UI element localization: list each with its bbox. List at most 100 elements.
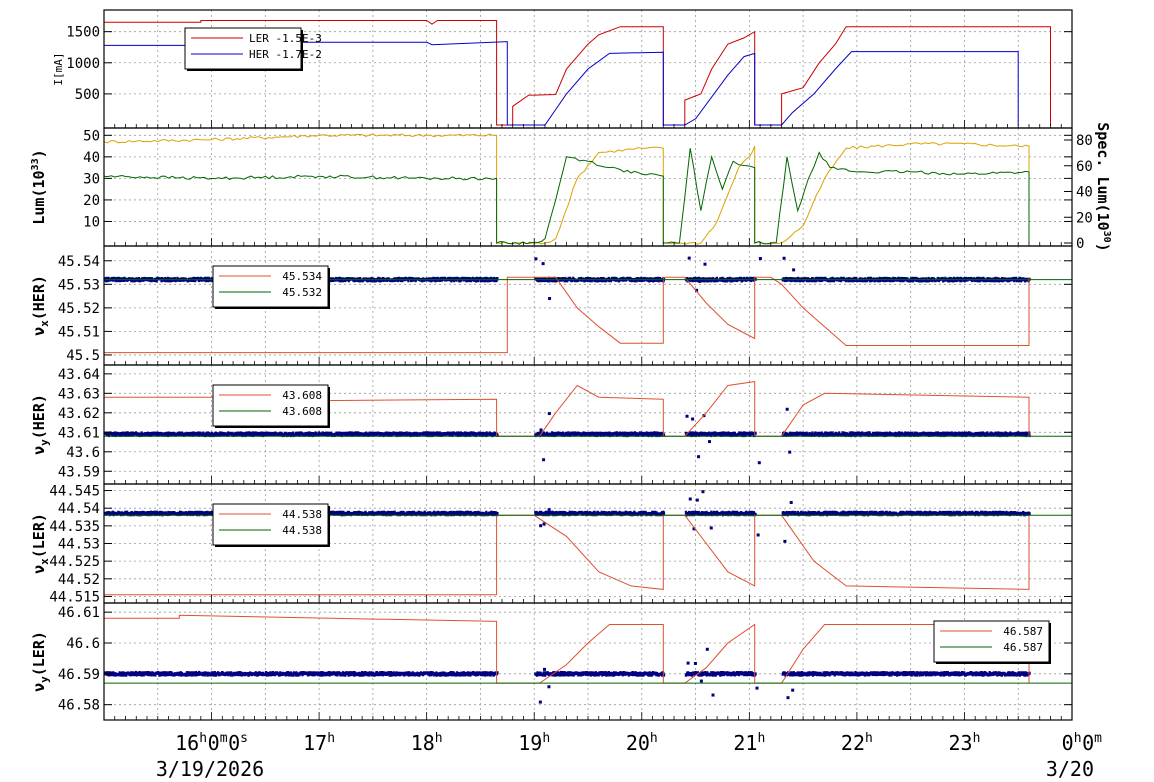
tune-outlier (542, 458, 546, 462)
plot-area (104, 381, 1072, 465)
x-tick-label-part: h (973, 731, 981, 746)
y2-tick-label: 20 (1076, 210, 1093, 226)
x-tick-label-part: h (327, 731, 335, 746)
y-axis-label-text: Lum(1033) (30, 149, 48, 224)
panel-nuy_ler: 46.58 46.59 46.6 46.61 46.587 46.587 (58, 602, 1073, 721)
y-axis-label-text: νy(HER) (30, 394, 51, 455)
tune-points (104, 670, 1031, 677)
panel-current: 500 1000 1500 LER -1.5E-3 HER -1.7E-2 (66, 9, 1073, 129)
tune-outlier (539, 524, 543, 528)
legend-label: 43.608 (282, 405, 322, 418)
x-tick-label: 18h (411, 731, 443, 755)
tune-outlier (709, 526, 713, 530)
tune-outlier (782, 256, 786, 260)
y-axis-label: I[mA] (52, 52, 65, 85)
y-tick-label: 45.53 (58, 277, 100, 293)
tune-outlier (538, 700, 542, 704)
y-tick-label: 43.62 (58, 406, 100, 422)
tune-outlier (534, 257, 538, 261)
y-axis-label-text: νy(LER) (30, 631, 51, 692)
series-line-s1 (104, 148, 1030, 245)
x-tick-label-part: m (1094, 731, 1102, 746)
x-tick-label-part: h (199, 731, 207, 746)
tune-outlier (699, 679, 703, 683)
x-tick-label-part: h (757, 731, 765, 746)
x-tick-label-part: 21 (733, 731, 757, 755)
y-tick-label: 1500 (66, 25, 100, 41)
tune-outlier (691, 417, 695, 421)
tune-outlier (758, 257, 762, 261)
tune-outlier (547, 412, 551, 416)
legend: 45.534 45.532 (212, 265, 330, 309)
tune-outlier (756, 533, 760, 537)
y-tick-label: 44.54 (58, 501, 100, 517)
legend-box (212, 503, 329, 546)
legend: 46.587 46.587 (933, 620, 1051, 664)
y-tick-label: 44.515 (49, 589, 100, 605)
y-tick-label: 43.6 (66, 445, 100, 461)
x-tick-label-part: 17 (303, 731, 327, 755)
y-tick-label: 46.58 (58, 698, 100, 714)
tune-outlier (543, 667, 547, 671)
legend-box (184, 27, 302, 70)
legend-label: 44.538 (282, 508, 322, 521)
legend: LER -1.5E-3 HER -1.7E-2 (184, 27, 322, 71)
y2-tick-label: 60 (1076, 159, 1093, 175)
x-tick-label-part: h (1074, 731, 1082, 746)
y-tick-label: 50 (83, 128, 100, 144)
x-tick-label-part: 0 (208, 731, 220, 755)
y-tick-label: 44.52 (58, 572, 100, 588)
y-tick-label: 45.54 (58, 254, 100, 270)
x-tick-label-part: 22 (841, 731, 865, 755)
series-line-setting (104, 276, 1030, 354)
tune-outlier (695, 498, 699, 502)
legend-label: 46.587 (1003, 641, 1043, 654)
series-line-LER-1-5E-3 (104, 20, 1051, 126)
x-tick-label: 21h (733, 731, 765, 755)
legend-label: 45.534 (282, 270, 322, 283)
y-axis-label-text: I[mA] (52, 52, 65, 85)
x-tick-label: 16h 0m 0s (175, 731, 248, 755)
y-tick-label: 30 (83, 171, 100, 187)
y2-tick-label: 40 (1076, 185, 1093, 201)
y2-axis-label: Spec. Lum(1030) (1094, 122, 1112, 251)
tune-outlier (697, 455, 701, 459)
tune-outlier (547, 508, 551, 512)
tune-outlier (547, 685, 551, 689)
y-axis-label: νx(LER) (30, 513, 51, 574)
y-tick-label: 40 (83, 150, 100, 166)
y-axis-label: νy(HER) (30, 394, 51, 455)
legend-label: HER -1.7E-2 (249, 48, 322, 61)
legend-label: 43.608 (282, 389, 322, 402)
tune-outlier (685, 414, 689, 418)
x-tick-label: 19h (518, 731, 550, 755)
x-tick-label: 22h (841, 731, 873, 755)
y-tick-label: 44.535 (49, 519, 100, 535)
x-tick-label-part: h (650, 731, 658, 746)
y-tick-label: 45.52 (58, 301, 100, 317)
tune-outlier (692, 527, 696, 531)
legend-box (933, 620, 1050, 663)
y-tick-label: 20 (83, 193, 100, 209)
tune-outlier (755, 686, 759, 690)
tune-outlier (698, 279, 702, 283)
x-tick-label-part: 16 (175, 731, 199, 755)
x-tick-label-part: 23 (948, 731, 972, 755)
y2-tick-label: 80 (1076, 133, 1093, 149)
y-tick-label: 500 (75, 87, 100, 103)
tune-outlier (687, 256, 691, 260)
y-axis-label: νy(LER) (30, 631, 51, 692)
legend: 43.608 43.608 (212, 384, 330, 428)
legend-label: 44.538 (282, 524, 322, 537)
x-tick-label-part: 0 (1082, 731, 1094, 755)
y-tick-label: 45.51 (58, 324, 100, 340)
y-tick-label: 44.525 (49, 554, 100, 570)
x-tick-label-part: h (865, 731, 873, 746)
x-tick-label-part: 0 (228, 731, 240, 755)
y-tick-label: 43.63 (58, 386, 100, 402)
tune-outlier (785, 407, 789, 411)
tune-outlier (695, 288, 699, 292)
tune-outlier (757, 461, 761, 465)
tune-outlier (789, 500, 793, 504)
